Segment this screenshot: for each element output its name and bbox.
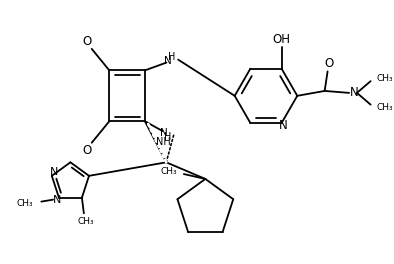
Text: O: O [82,35,91,48]
Text: N: N [160,128,167,138]
Text: CH₃: CH₃ [377,74,393,83]
Text: OH: OH [273,33,291,46]
Text: CH₃: CH₃ [160,167,177,176]
Text: N: N [53,195,61,205]
Text: H: H [164,132,171,142]
Text: O: O [324,57,333,70]
Text: N: N [164,56,171,66]
Text: N: N [349,86,359,99]
Text: CH₃: CH₃ [377,103,393,112]
Text: CH₃: CH₃ [17,199,33,208]
Text: H: H [167,52,175,62]
Text: N: N [279,119,288,132]
Text: CH₃: CH₃ [78,217,94,226]
Text: O: O [82,144,91,157]
Text: N: N [50,167,58,177]
Text: NH: NH [156,137,171,147]
